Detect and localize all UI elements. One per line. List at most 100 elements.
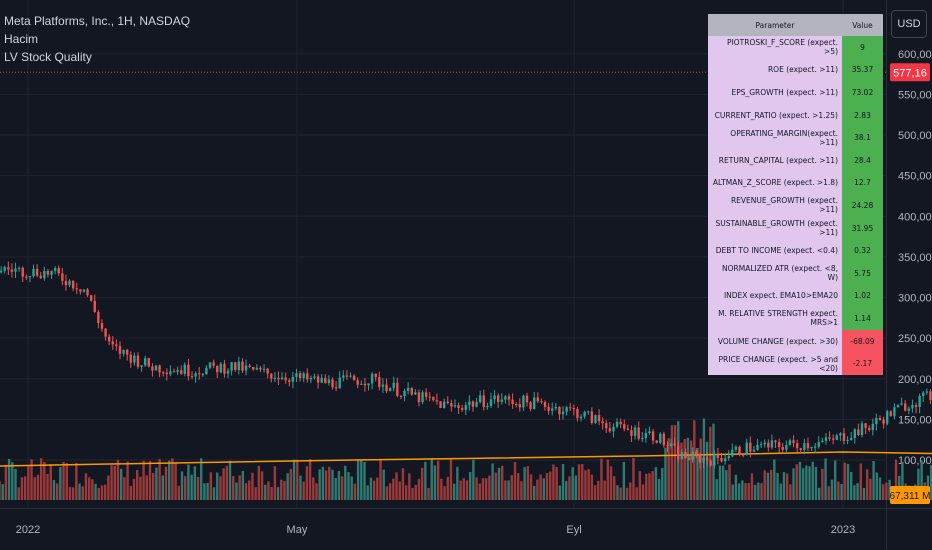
volume-bar: [251, 472, 254, 500]
volume-bar: [718, 465, 722, 500]
candle-body: [295, 373, 298, 377]
candle-body: [424, 392, 428, 397]
candle-body: [71, 280, 75, 289]
candle-body: [846, 439, 849, 441]
candle-body: [727, 456, 730, 459]
candle-body: [446, 401, 449, 403]
candle-body: [745, 442, 748, 455]
volume-bar: [177, 485, 181, 500]
candle-body: [756, 444, 759, 450]
volume-bar: [36, 474, 40, 500]
candle-body: [914, 404, 918, 407]
candle-body: [489, 399, 493, 406]
volume-bar: [280, 479, 283, 500]
volume-bar: [830, 479, 834, 500]
volume-bar: [283, 481, 286, 500]
volume-bar: [110, 465, 113, 500]
symbol-title[interactable]: Meta Platforms, Inc., 1H, NASDAQ: [4, 14, 191, 28]
volume-bar: [161, 475, 165, 500]
volume-bar: [459, 480, 462, 500]
volume-bar: [312, 477, 315, 500]
volume-bar: [424, 461, 427, 500]
parameter-value: 2.83: [842, 103, 883, 127]
volume-bar: [168, 460, 171, 500]
x-tick-label: Eyl: [566, 524, 581, 536]
volume-bar: [27, 465, 30, 500]
candle-body: [907, 408, 911, 411]
candle-body: [738, 446, 741, 455]
candle-body: [831, 438, 835, 440]
volume-bar: [305, 466, 309, 500]
volume-bar: [347, 472, 350, 500]
volume-bar: [376, 477, 379, 500]
candle-body: [327, 379, 331, 384]
volume-bar: [472, 459, 475, 500]
candle-body: [234, 362, 237, 371]
parameter-name: M. RELATIVE STRENGTH expect. MRS>1: [708, 307, 842, 330]
candle-body: [259, 367, 262, 370]
parameter-name: CURRENT_RATIO (expect. >1.25): [708, 103, 842, 127]
candle-body: [143, 358, 147, 366]
volume-bar: [84, 473, 88, 500]
volume-bar: [379, 458, 382, 500]
candle-body: [57, 268, 60, 274]
volume-bar: [382, 469, 385, 500]
table-row: CURRENT_RATIO (expect. >1.25) 2.83: [708, 103, 883, 127]
candle-body: [896, 404, 900, 408]
volume-bar: [885, 482, 888, 500]
candle-body: [367, 383, 370, 386]
volume-bar: [766, 472, 770, 500]
volume-bar: [475, 477, 478, 500]
volume-bar: [805, 465, 808, 500]
volume-bar: [801, 468, 805, 500]
y-tick-label: 150,00: [898, 414, 932, 426]
candle-body: [219, 363, 223, 373]
x-tick-label: 2023: [831, 524, 855, 536]
volume-bar: [872, 460, 875, 500]
volume-bar: [184, 476, 187, 500]
candle-body: [0, 270, 3, 273]
candle-body: [731, 449, 734, 457]
volume-bar: [785, 473, 789, 500]
candle-body: [493, 395, 496, 400]
y-tick-label: 500,00: [898, 130, 932, 142]
volume-bar: [363, 462, 366, 500]
volume-bar: [196, 476, 200, 500]
candle-body: [651, 431, 655, 441]
volume-bar: [52, 480, 56, 500]
volume-bar: [699, 438, 702, 500]
candle-body: [140, 365, 143, 367]
volume-bar: [613, 476, 616, 500]
candle-body: [734, 446, 738, 450]
candle-body: [612, 426, 615, 432]
candle-body: [785, 445, 788, 450]
volume-bar: [632, 458, 635, 500]
volume-bar: [55, 483, 59, 500]
volume-bar: [747, 482, 750, 500]
stock-quality-indicator-label[interactable]: LV Stock Quality: [4, 50, 92, 64]
volume-bar: [513, 462, 517, 500]
volume-bar: [597, 480, 600, 500]
candle-body: [792, 440, 795, 444]
volume-bar: [209, 472, 213, 500]
volume-bar: [843, 462, 846, 500]
candle-body: [684, 452, 687, 459]
volume-bar: [769, 469, 773, 500]
candle-body: [918, 395, 921, 407]
volume-bar: [619, 487, 622, 500]
table-row: INDEX expect. EMA10>EMA20 1.02: [708, 284, 883, 308]
candle-body: [165, 372, 169, 375]
volume-bar: [222, 468, 225, 500]
volume-bar: [648, 473, 651, 500]
currency-button[interactable]: USD: [891, 10, 927, 38]
volume-indicator-label[interactable]: Hacim: [4, 32, 39, 46]
candle-body: [886, 411, 889, 424]
volume-bar: [270, 487, 273, 500]
parameter-value: 9: [842, 36, 883, 59]
candle-body: [363, 383, 367, 386]
candle-body: [709, 460, 712, 466]
table-row: ALTMAN_Z_SCORE (expect. >1.8) 12.7: [708, 171, 883, 195]
candle-body: [226, 370, 230, 374]
volume-bar: [71, 487, 75, 500]
